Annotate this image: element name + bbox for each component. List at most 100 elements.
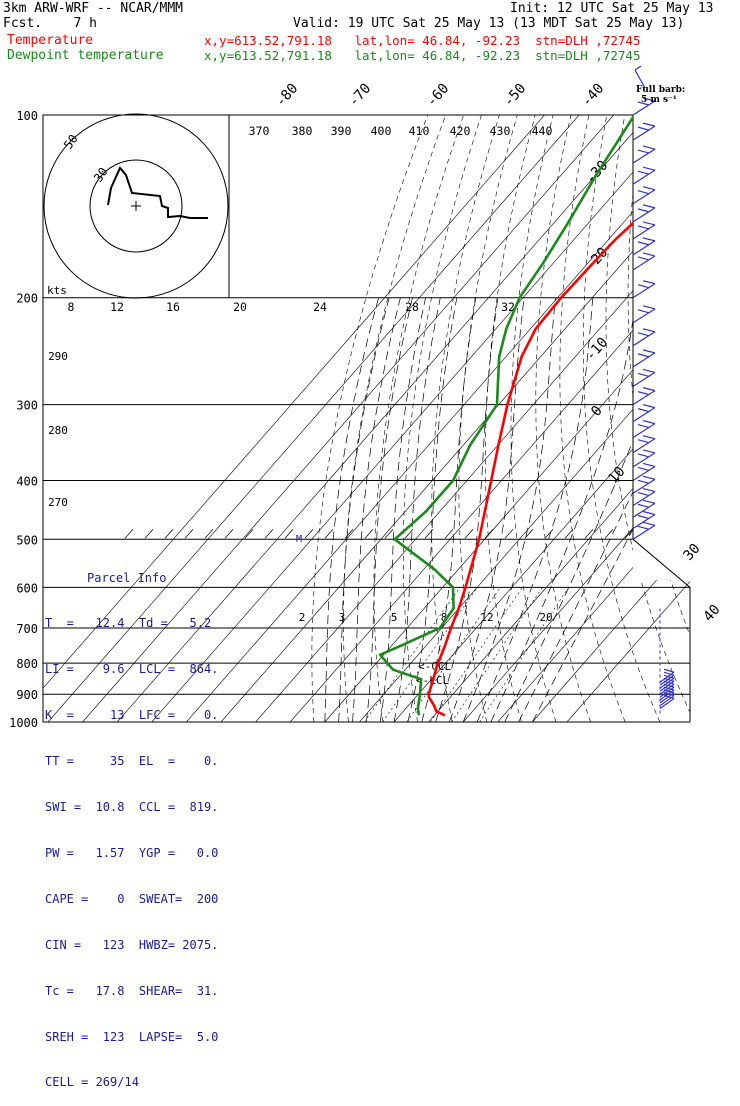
wind-legend-title: Full barb: [636,85,686,95]
wind-barb-flag [637,332,650,337]
parcel-info-row: T = 12.4 Td = 5.2 [45,616,212,631]
mixing-ratio-label: 12 [480,611,493,624]
pressure-tick-label: 100 [16,109,38,123]
wind-barb-flag [663,683,675,688]
wind-barb-flag [637,453,650,458]
moist-adiabat-line [532,297,690,722]
model-title: 3km ARW-WRF -- NCAR/MMM [3,1,184,16]
wind-barb-flag [663,677,675,682]
wind-barb-flag [663,694,675,700]
temperature-tick-label: -60 [424,81,453,111]
parcel-info-row: Tc = 17.8 SHEAR= 31. [45,983,219,998]
temperature-legend: Temperature [7,33,94,48]
wind-barb-shaft [632,189,656,205]
wind-scale-tick [204,529,214,539]
wind-barb-shaft [659,671,675,683]
wind-scale-tick [604,529,614,539]
wind-barb-flag [642,280,656,285]
moist-adiabat-line [518,297,690,722]
temperature-tick-label: 30 [680,541,703,564]
pressure-tick-label: 900 [16,688,38,702]
dry-adiabat-line [583,115,661,722]
isotherm-line [462,115,690,722]
wind-barb [632,449,656,468]
wetbulb-label: 16 [166,300,180,314]
wind-barb-flag [642,487,656,493]
wind-barb-shaft [632,524,656,540]
temperature-tick-label: 0 [588,403,606,420]
wind-barb-shaft [632,255,656,271]
wind-barb-flag [637,424,650,429]
wind-barb [632,435,656,454]
wind-barb [659,694,675,709]
isotherm-line [532,115,690,722]
isotherm-line [151,115,684,722]
wind-barb-shaft [632,465,656,481]
wind-barb-shaft [632,125,656,141]
wind-barb-shaft [659,674,675,686]
parcel-info-row: TT = 35 EL = 0. [45,754,219,769]
wind-barb-shaft [632,308,656,324]
dry-adiabat-line [730,115,740,722]
wind-barb-shaft [632,352,656,368]
wind-barb [659,668,675,683]
theta-label: 400 [371,124,392,138]
wind-legend-value: 5 m s⁻¹ [641,95,677,105]
pressure-tick-label: 400 [16,474,38,488]
wind-barb [632,368,656,387]
wind-barb [659,671,675,686]
mixing-ratio-line [430,587,523,722]
theta-label: 370 [249,124,270,138]
dry-adiabat-line [605,115,690,722]
wind-barb-flag [637,408,650,413]
wind-scale-tick [364,529,374,539]
wind-barb-shaft [632,169,656,185]
mixing-ratio-label: 3 [339,611,346,624]
wind-scale-tick [524,529,534,539]
hodograph-ring-label: 50 [61,132,81,152]
wind-barb-flag [637,284,650,289]
wind-barb [632,305,656,324]
wetbulb-label: 12 [110,300,124,314]
hodograph-outer-ring [43,113,229,299]
wind-barb-shaft [632,224,656,240]
wind-barb-flag [642,499,656,504]
wind-barb-flag [637,439,650,444]
theta-side-label: 290 [48,350,68,363]
moist-adiabat-line [324,297,379,722]
wind-barb-shaft [632,240,656,256]
wind-scale-tick [264,529,274,539]
wind-barb-flag [663,671,675,676]
wind-barb [632,328,656,347]
isotherm-line [428,115,690,722]
wind-barb-flag [642,145,656,150]
theta-label: 410 [409,124,430,138]
wind-barb-shaft [632,371,656,387]
wind-barb [632,510,656,530]
wind-barb-flag [642,387,656,392]
wind-barb-flag [642,186,656,191]
isotherm-line [47,115,580,722]
mixing-ratio-label: 5 [391,611,398,624]
wind-scale-tick [584,529,594,539]
wind-barb [632,420,656,439]
wind-barb-flag [642,252,656,257]
wind-barb [632,462,656,481]
theta-label: 390 [331,124,352,138]
wind-barb-flag [642,166,656,171]
wind-barb-shaft [632,207,656,223]
wetbulb-label: 24 [313,300,327,314]
wind-barb-flag [642,328,656,333]
wind-barb [632,387,656,406]
dry-adiabat-line [311,115,429,722]
parcel-info-title: Parcel Info [87,570,167,585]
wind-barb-flag [637,208,650,213]
isotherm-line [289,115,690,722]
wind-barb-flag [642,97,656,102]
wind-scale-tick [224,529,234,539]
wind-barb [632,252,656,271]
wind-barb-flag [642,435,656,440]
wind-barb-flag [642,368,656,374]
forecast-hour: Fcst. 7 h [3,16,97,31]
